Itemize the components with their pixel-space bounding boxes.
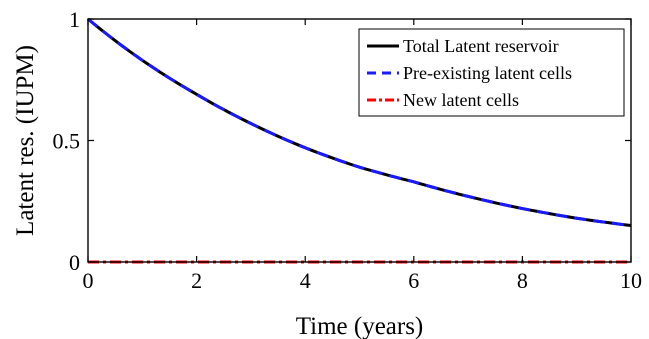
x-tick-label: 4 [300, 268, 311, 293]
x-tick-label: 6 [408, 268, 419, 293]
y-tick-label: 0 [69, 250, 80, 275]
legend-items: Total Latent reservoir Pre-existing laten… [367, 36, 572, 110]
plot-area: 0 2 4 6 8 10 0 0.5 1 [53, 7, 643, 293]
legend-label: Pre-existing latent cells [403, 63, 572, 83]
series-line-2 [87, 17, 632, 228]
x-tick-label: 2 [191, 268, 202, 293]
legend: Total Latent reservoir Pre-existing laten… [358, 28, 625, 117]
x-axis-label: Time (years) [296, 313, 424, 339]
y-tick-label: 1 [69, 7, 80, 32]
legend-box [358, 28, 625, 117]
x-tick-label: 10 [620, 268, 642, 293]
legend-label: New latent cells [403, 90, 519, 110]
y-tick-label: 0.5 [53, 129, 81, 154]
legend-label: Total Latent reservoir [403, 36, 559, 56]
x-tick-label: 8 [517, 268, 528, 293]
y-axis-label: Latent res. (IUPM) [12, 45, 39, 236]
x-tick-label: 0 [83, 268, 94, 293]
tick-layer: 0 2 4 6 8 10 0 0.5 1 [53, 7, 643, 293]
